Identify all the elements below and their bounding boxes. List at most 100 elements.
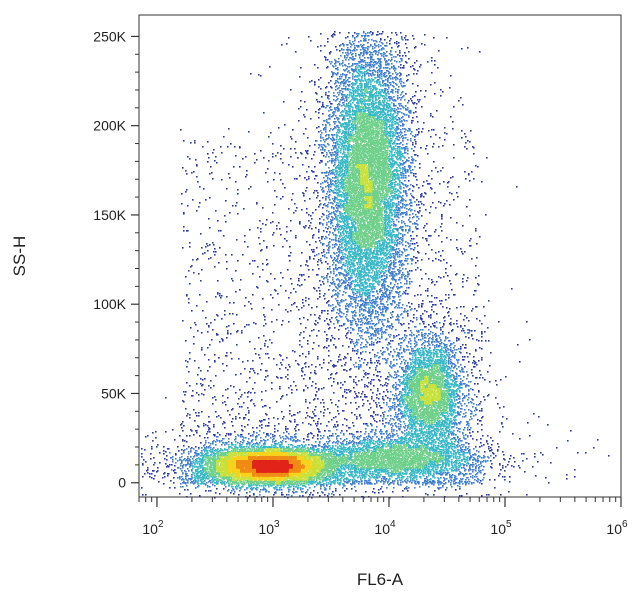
data-point xyxy=(328,252,330,254)
data-point xyxy=(190,142,192,144)
data-point xyxy=(386,362,388,364)
data-point xyxy=(239,406,241,408)
data-point xyxy=(399,50,401,52)
data-point xyxy=(318,131,320,133)
data-point xyxy=(229,414,231,416)
data-point xyxy=(394,42,396,44)
data-point xyxy=(468,425,470,427)
data-point xyxy=(458,339,460,341)
data-point xyxy=(441,230,443,232)
data-point xyxy=(224,310,226,312)
data-point xyxy=(308,304,310,306)
data-point xyxy=(318,345,320,347)
data-point xyxy=(429,301,431,303)
data-point xyxy=(417,99,419,101)
data-point xyxy=(157,444,159,446)
data-point xyxy=(390,334,392,336)
data-point xyxy=(184,440,186,442)
data-point xyxy=(474,363,476,365)
data-point xyxy=(474,366,476,368)
data-point xyxy=(395,32,397,34)
data-point xyxy=(430,326,432,328)
data-point xyxy=(318,330,320,332)
data-point xyxy=(321,216,323,218)
data-point xyxy=(462,356,464,358)
data-point xyxy=(262,207,264,209)
data-point xyxy=(164,458,166,460)
data-point xyxy=(327,281,329,283)
data-point xyxy=(373,488,375,490)
data-point xyxy=(307,343,309,345)
data-point xyxy=(504,470,506,472)
data-point xyxy=(222,402,224,404)
data-point xyxy=(314,151,316,153)
data-point xyxy=(330,305,332,307)
data-point xyxy=(385,339,387,341)
data-point xyxy=(317,398,319,400)
data-point xyxy=(216,416,218,418)
data-point xyxy=(314,64,316,66)
data-point xyxy=(324,298,326,300)
data-point xyxy=(278,304,280,306)
data-point xyxy=(273,417,275,419)
data-point xyxy=(427,183,429,185)
data-point xyxy=(213,244,215,246)
data-point xyxy=(235,270,237,272)
data-point xyxy=(514,461,516,463)
data-point xyxy=(253,322,255,324)
data-point xyxy=(295,235,297,237)
data-point xyxy=(259,430,261,432)
data-point xyxy=(295,430,297,432)
data-point xyxy=(548,482,550,484)
data-point xyxy=(359,335,361,337)
data-point xyxy=(483,306,485,308)
data-point xyxy=(319,364,321,366)
data-point xyxy=(196,259,198,261)
data-point xyxy=(423,204,425,206)
data-point xyxy=(184,394,186,396)
data-point xyxy=(239,417,241,419)
data-point xyxy=(306,187,308,189)
data-point xyxy=(433,143,435,145)
data-point xyxy=(227,397,229,399)
data-point xyxy=(416,235,418,237)
data-point xyxy=(550,462,552,464)
data-point xyxy=(307,387,309,389)
data-point xyxy=(197,374,199,376)
data-point xyxy=(227,146,229,148)
data-point xyxy=(335,347,337,349)
data-point xyxy=(498,446,500,448)
data-point xyxy=(329,435,331,437)
data-point xyxy=(373,374,375,376)
data-point xyxy=(301,307,303,309)
data-point xyxy=(224,314,226,316)
data-point xyxy=(319,162,321,164)
data-point xyxy=(281,324,283,326)
data-point xyxy=(328,493,330,495)
data-point xyxy=(301,346,303,348)
data-point xyxy=(405,43,407,45)
data-point xyxy=(346,392,348,394)
data-point xyxy=(330,321,332,323)
data-point xyxy=(373,385,375,387)
data-point xyxy=(288,297,290,299)
data-point xyxy=(456,247,458,249)
data-point xyxy=(419,66,421,68)
data-point xyxy=(283,416,285,418)
data-point xyxy=(460,325,462,327)
data-point xyxy=(358,366,360,368)
data-point xyxy=(261,427,263,429)
data-point xyxy=(402,490,404,492)
data-point xyxy=(233,166,235,168)
data-point xyxy=(320,284,322,286)
data-point xyxy=(351,412,353,414)
data-point xyxy=(433,494,435,496)
data-point xyxy=(268,357,270,359)
data-point xyxy=(364,359,366,361)
data-point xyxy=(195,412,197,414)
data-point xyxy=(431,309,433,311)
data-point xyxy=(556,447,558,449)
data-point xyxy=(248,324,250,326)
data-point xyxy=(373,344,375,346)
data-point xyxy=(265,390,267,392)
